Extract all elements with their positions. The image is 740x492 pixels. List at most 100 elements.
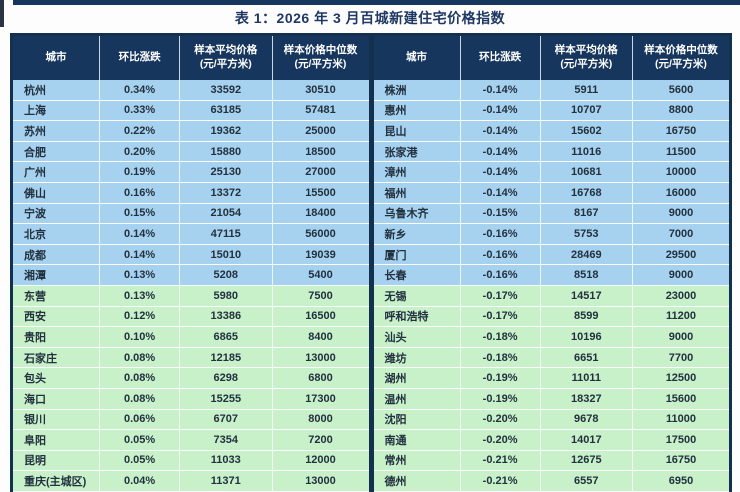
city-cell: 石家庄	[13, 347, 101, 368]
city-cell: 张家港	[374, 141, 461, 162]
table-row: 新乡 -0.16% 5753 7000	[373, 224, 729, 245]
column-header-median: 样本价格中位数 (元/平方米)	[283, 44, 358, 70]
city-cell: 海口	[13, 388, 101, 409]
column-header-city: 城市	[13, 36, 101, 80]
table-row: 湘潭 0.13% 5208 5400	[13, 265, 369, 286]
city-cell: 新乡	[374, 224, 461, 244]
city-cell: 长春	[374, 265, 461, 285]
table-row: 常州 -0.21% 12675 16750	[373, 450, 729, 472]
change-cell: -0.18%	[461, 347, 541, 368]
avg-price-cell: 5911	[541, 80, 633, 100]
city-cell: 潍坊	[374, 347, 461, 368]
city-cell: 包头	[13, 368, 101, 388]
table-row: 西安 0.12% 13386 16500	[13, 306, 369, 328]
median-price-cell: 16000	[665, 186, 697, 199]
change-cell: 0.34%	[100, 80, 181, 100]
city-cell: 西安	[13, 306, 101, 327]
city-cell: 杭州	[13, 80, 101, 100]
change-cell: 0.13%	[100, 265, 181, 285]
table-row: 呼和浩特 -0.17% 8599 11200	[373, 306, 729, 328]
table-row: 温州 -0.19% 18327 15600	[373, 388, 729, 410]
column-header-change: 环比涨跌	[461, 36, 541, 80]
avg-price-cell: 12675	[541, 450, 633, 471]
city-cell: 苏州	[13, 121, 101, 141]
avg-price-cell: 6651	[541, 347, 633, 368]
city-cell: 成都	[13, 244, 101, 265]
median-price-cell: 16500	[305, 310, 336, 323]
city-cell: 北京	[13, 224, 101, 244]
table-row: 昆明 0.05% 11033 12000	[13, 450, 369, 472]
median-price-cell: 12000	[305, 454, 336, 467]
median-price-cell: 7000	[668, 227, 694, 240]
city-cell: 温州	[374, 388, 461, 409]
avg-price-cell: 13386	[180, 306, 273, 327]
avg-price-cell: 47115	[180, 224, 273, 244]
table-row: 重庆(主城区) 0.04% 11371 13000	[13, 471, 369, 492]
avg-price-cell: 15255	[180, 388, 273, 409]
change-cell: 0.05%	[100, 450, 181, 471]
median-price-cell: 12500	[665, 372, 697, 385]
change-cell: -0.16%	[461, 224, 541, 244]
avg-price-cell: 10196	[541, 327, 633, 347]
avg-price-cell: 11371	[180, 471, 273, 491]
avg-price-cell: 19362	[180, 121, 273, 141]
table-row: 汕头 -0.18% 10196 9000	[373, 327, 729, 348]
change-cell: -0.17%	[461, 285, 541, 306]
table-row: 沈阳 -0.20% 9678 11000	[373, 409, 729, 431]
change-cell: 0.14%	[100, 244, 181, 265]
avg-price-cell: 7354	[180, 430, 273, 450]
table-row: 广州 0.19% 25130 27000	[13, 162, 369, 183]
right-table-header: 城市 环比涨跌 样本平均价格 (元/平方米) 样本价格中位数 (元/平方米)	[373, 36, 729, 80]
top-divider-bar	[13, 0, 740, 5]
change-cell: 0.14%	[100, 224, 181, 244]
median-price-cell: 23000	[665, 289, 697, 302]
avg-price-cell: 33592	[180, 80, 273, 100]
change-cell: -0.19%	[461, 388, 541, 409]
table-row: 阜阳 0.05% 7354 7200	[13, 430, 369, 451]
change-cell: -0.16%	[461, 244, 541, 265]
change-cell: 0.08%	[100, 388, 181, 409]
table-row: 长春 -0.16% 8518 9000	[373, 265, 729, 286]
median-price-cell: 18400	[305, 207, 336, 220]
avg-price-cell: 8599	[541, 306, 633, 327]
avg-price-cell: 6298	[180, 368, 273, 388]
median-price-cell: 5400	[308, 269, 333, 282]
table-title: 表 1：2026 年 3 月百城新建住宅价格指数	[234, 10, 506, 26]
table-row: 银川 0.06% 6707 8000	[13, 409, 369, 431]
avg-price-cell: 10707	[541, 100, 633, 121]
table-row: 南通 -0.20% 14017 17500	[373, 430, 729, 451]
table-row: 石家庄 0.08% 12185 13000	[13, 347, 369, 369]
median-price-cell: 17300	[305, 392, 336, 405]
avg-price-cell: 15880	[180, 141, 273, 162]
table-center-divider	[368, 36, 374, 492]
city-cell: 厦门	[374, 244, 461, 265]
table-row: 东营 0.13% 5980 7500	[13, 285, 369, 307]
change-cell: -0.21%	[461, 471, 541, 491]
table-row: 北京 0.14% 47115 56000	[13, 224, 369, 245]
change-cell: -0.20%	[461, 430, 541, 450]
city-cell: 宁波	[13, 203, 101, 224]
city-cell: 株洲	[374, 80, 461, 100]
change-cell: -0.17%	[461, 306, 541, 327]
column-header-median: 样本价格中位数 (元/平方米)	[644, 44, 718, 70]
change-cell: 0.16%	[100, 182, 181, 203]
change-cell: 0.15%	[100, 203, 181, 224]
change-cell: 0.20%	[100, 141, 181, 162]
avg-price-cell: 14017	[541, 430, 633, 450]
median-price-cell: 8400	[308, 330, 333, 343]
avg-price-cell: 18327	[541, 388, 633, 409]
median-price-cell: 7200	[308, 433, 333, 446]
price-index-table: 城市 环比涨跌 样本平均价格 (元/平方米) 样本价格中位数 (元/平方米) 杭州 0.…	[10, 33, 732, 492]
city-cell: 合肥	[13, 141, 101, 162]
table-row: 惠州 -0.14% 10707 8800	[373, 100, 729, 122]
change-cell: -0.16%	[461, 265, 541, 285]
change-cell: 0.04%	[100, 471, 181, 491]
table-row: 德州 -0.21% 6557 6950	[373, 471, 729, 492]
right-table-body: 株洲 -0.14% 5911 5600 惠州 -0.14% 10707 8800 昆山 -0.14…	[373, 80, 729, 492]
change-cell: 0.12%	[100, 306, 181, 327]
median-price-cell: 11200	[666, 310, 696, 323]
city-cell: 湖州	[374, 368, 461, 388]
city-cell: 昆山	[374, 121, 461, 141]
city-cell: 重庆(主城区)	[13, 471, 101, 491]
